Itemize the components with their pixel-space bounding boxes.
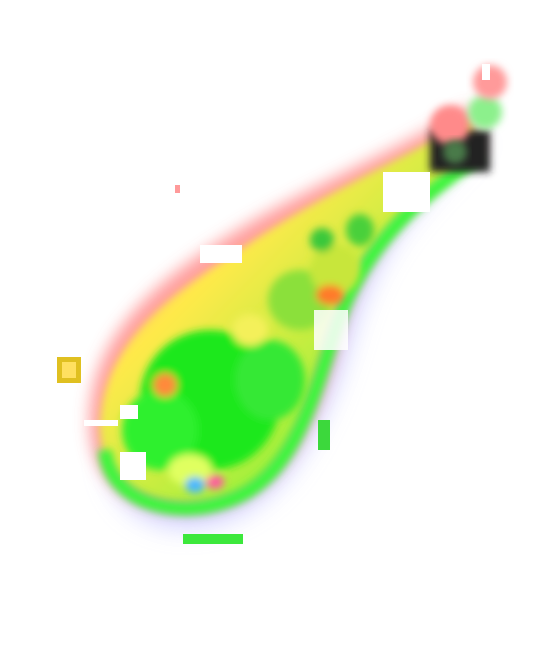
stem-tip (430, 64, 507, 172)
glitch-blocks (57, 172, 430, 544)
pod-rim (98, 152, 482, 516)
